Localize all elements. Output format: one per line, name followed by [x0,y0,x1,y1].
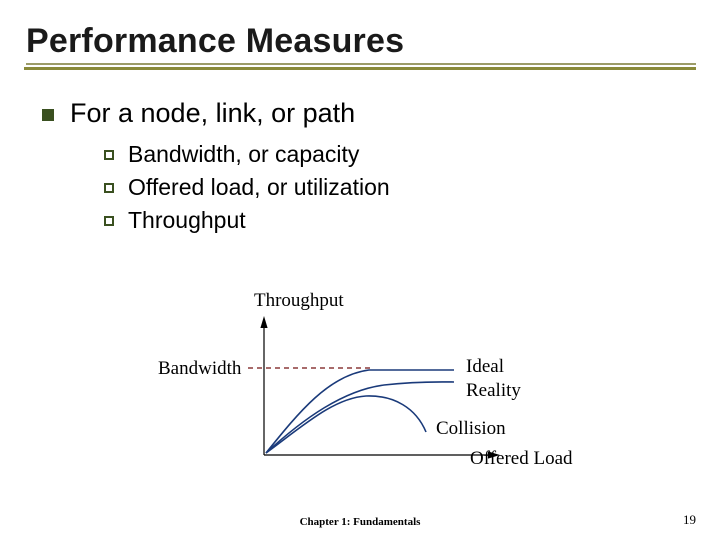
bullet-level-1: For a node, link, or path [42,98,690,129]
square-bullet-icon [42,109,54,121]
hollow-square-bullet-icon [104,183,114,193]
curve-label-collision: Collision [436,418,506,440]
sub-bullet-text: Throughput [128,207,246,234]
curve-label-ideal: Ideal [466,356,504,378]
sub-bullet-text: Offered load, or utilization [128,174,390,201]
hollow-square-bullet-icon [104,150,114,160]
page-number: 19 [683,512,696,528]
slide-title: Performance Measures [26,22,696,61]
hollow-square-bullet-icon [104,216,114,226]
bullet-text: For a node, link, or path [70,98,355,129]
x-axis-label: Offered Load [470,448,573,470]
sub-bullet-list: Bandwidth, or capacity Offered load, or … [104,141,690,234]
slide-footer: Chapter 1: Fundamentals [0,516,720,528]
throughput-chart: Throughput Bandwidth Ideal Reality Colli… [154,290,584,485]
bullet-level-2: Throughput [104,207,690,234]
sub-bullet-text: Bandwidth, or capacity [128,141,359,168]
slide-body: For a node, link, or path Bandwidth, or … [24,70,696,234]
bullet-level-2: Offered load, or utilization [104,174,690,201]
y-axis-label: Throughput [254,290,344,312]
bullet-level-2: Bandwidth, or capacity [104,141,690,168]
curve-label-reality: Reality [466,380,521,402]
slide: Performance Measures For a node, link, o… [0,0,720,540]
title-rule: Performance Measures [24,22,696,70]
bandwidth-label: Bandwidth [158,358,241,380]
title-rule-inner: Performance Measures [26,22,696,65]
